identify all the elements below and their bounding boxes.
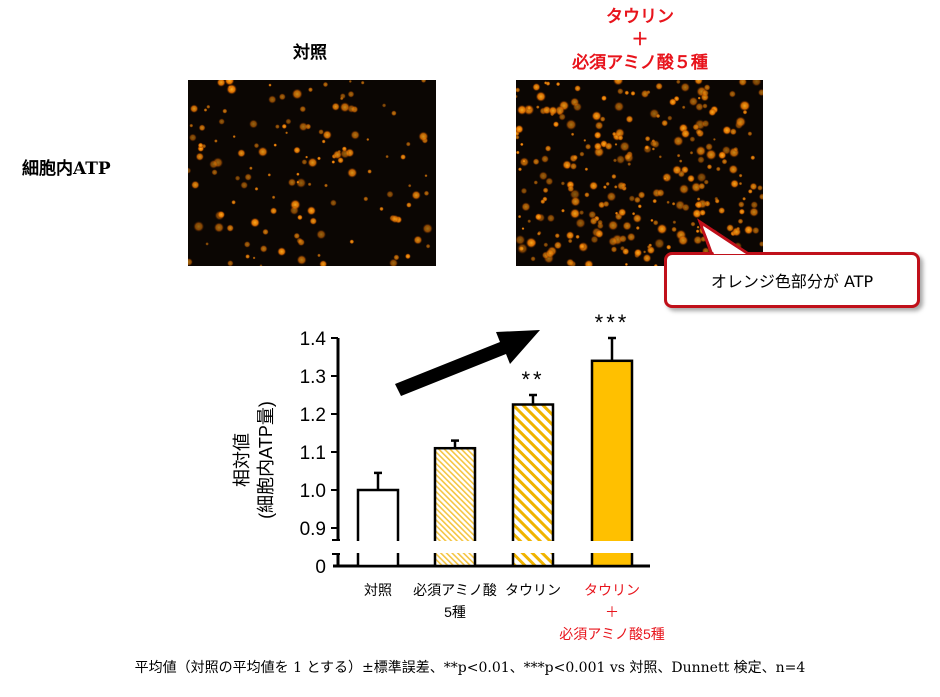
bar-chart: 00.91.01.11.21.31.4 ***** 対照 必須アミノ酸5種タウリン…	[232, 310, 665, 642]
y-tick-label: 1.4	[300, 329, 327, 350]
x-tick-label: ＋	[605, 604, 619, 620]
significance-label: ***	[595, 310, 630, 335]
bars: *****	[356, 310, 634, 568]
bar-axis-break	[433, 541, 477, 553]
bar-axis-break	[356, 541, 400, 553]
callout-pointer-cover	[703, 227, 746, 254]
trend-arrow	[395, 330, 540, 396]
bar	[356, 488, 400, 568]
callout-box: オレンジ色部分が ATP	[664, 252, 920, 308]
y-label-line: 相対値	[232, 433, 252, 487]
bar	[590, 359, 634, 568]
y-axis-label: 相対値 (細胞内ATP量)	[232, 401, 276, 519]
y-tick-label: 1.1	[300, 443, 326, 464]
treated-title: タウリン ＋ 必須アミノ酸５種	[530, 6, 750, 75]
treated-title-line: タウリン	[606, 7, 674, 27]
callout-text: オレンジ色部分が ATP	[710, 272, 874, 291]
footnote: 平均値（対照の平均値を 1 とする）±標準誤差、**p<0.01、***p<0.…	[134, 660, 806, 676]
treated-title-line: 必須アミノ酸５種	[572, 53, 708, 73]
x-tick-label: 対照	[364, 582, 392, 598]
control-title: 対照	[293, 43, 327, 63]
y-label-line: (細胞内ATP量)	[256, 401, 276, 519]
y-tick-label: 1.0	[300, 481, 326, 502]
x-tick-label: タウリン	[505, 582, 561, 598]
x-tick-label: 必須アミノ酸5種	[559, 626, 665, 642]
x-tick-label: 必須アミノ酸	[413, 582, 497, 598]
y-tick-label: 1.2	[300, 405, 326, 426]
bar-axis-break	[590, 541, 634, 553]
x-tick-label: 5種	[444, 604, 466, 620]
row-label: 細胞内ATP	[22, 159, 111, 179]
y-tick-label: 0	[315, 557, 326, 578]
control-micrograph	[188, 80, 436, 266]
bar	[511, 403, 555, 568]
y-tick-label: 0.9	[300, 519, 326, 540]
y-tick-label: 1.3	[300, 367, 326, 388]
significance-label: **	[521, 367, 544, 392]
bar-axis-break	[511, 541, 555, 553]
x-tick-label: タウリン	[584, 582, 640, 598]
treated-title-line: ＋	[631, 30, 649, 50]
